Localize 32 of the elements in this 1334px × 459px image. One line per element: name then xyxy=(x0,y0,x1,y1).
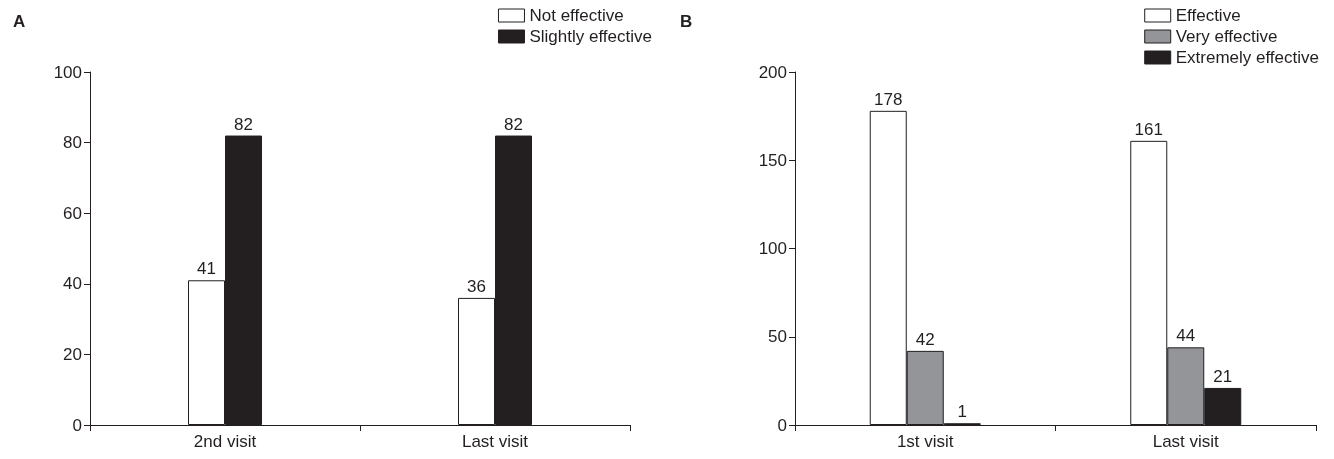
x-tick-label: 1st visit xyxy=(896,432,954,451)
legend-label: Slightly effective xyxy=(529,27,652,46)
legend-label: Not effective xyxy=(529,6,624,25)
data-label: 178 xyxy=(874,89,903,109)
legend-label: Effective xyxy=(1175,6,1241,25)
y-tick-label: 0 xyxy=(777,415,787,435)
data-label: 42 xyxy=(915,329,935,349)
data-label: 41 xyxy=(197,259,216,279)
x-tick-label: Last visit xyxy=(461,432,529,451)
y-tick-label: 80 xyxy=(63,133,82,153)
chart-title: B xyxy=(680,12,693,31)
data-label: 1 xyxy=(957,402,967,422)
x-tick-label: Last visit xyxy=(1152,432,1220,451)
data-label: 36 xyxy=(467,276,486,296)
y-tick-label: 20 xyxy=(63,344,82,364)
data-label: 44 xyxy=(1176,326,1196,346)
y-tick-label: 40 xyxy=(63,274,82,294)
data-label: 82 xyxy=(504,114,523,134)
y-tick-label: 50 xyxy=(768,327,787,347)
data-label: 161 xyxy=(1134,119,1163,139)
y-tick-label: 150 xyxy=(758,150,787,170)
y-tick-label: 100 xyxy=(53,62,82,82)
data-label: 82 xyxy=(234,114,253,134)
y-tick-label: 100 xyxy=(758,239,787,258)
chart-title: A xyxy=(13,12,26,31)
x-tick-label: 2nd visit xyxy=(193,432,257,451)
legend-label: Extremely effective xyxy=(1175,48,1319,67)
data-label: 21 xyxy=(1213,366,1233,386)
legend-label: Very effective xyxy=(1175,27,1278,46)
y-tick-label: 60 xyxy=(63,203,82,223)
y-tick-label: 200 xyxy=(758,62,787,82)
y-tick-label: 0 xyxy=(72,415,82,435)
